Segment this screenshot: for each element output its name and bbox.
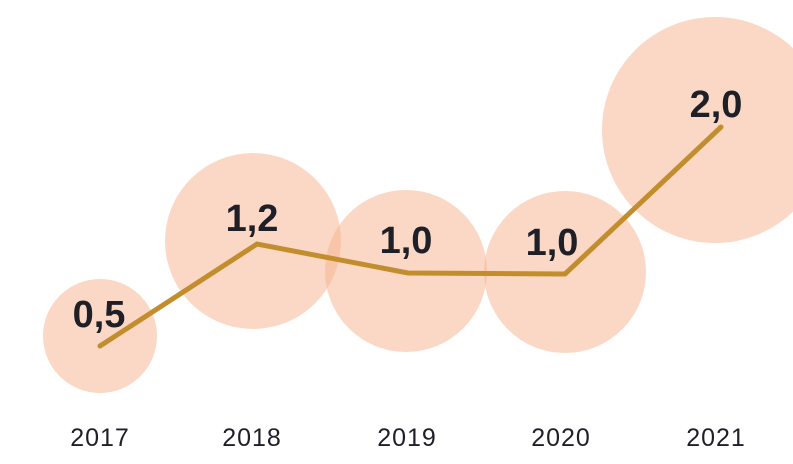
bubble-2017 (43, 279, 157, 393)
x-axis-label-2020: 2020 (531, 424, 591, 448)
bubble-2021 (602, 17, 793, 243)
x-axis-label-2021: 2021 (686, 424, 746, 448)
value-label-2021: 2,0 (690, 84, 743, 126)
trend-line (97, 124, 724, 349)
x-axis-label-2018: 2018 (222, 424, 282, 448)
value-label-2017: 0,5 (73, 294, 126, 336)
value-label-2019: 1,0 (380, 220, 433, 262)
x-axis-label-2019: 2019 (377, 424, 437, 448)
bubble-line-chart-svg: 0,5 1,2 1,0 1,0 2,0 2017 2018 2019 2020 2021 (43, 17, 793, 448)
x-axis-label-2017: 2017 (70, 424, 130, 448)
value-label-2020: 1,0 (526, 222, 579, 264)
value-label-2018: 1,2 (226, 198, 279, 240)
bubble-line-chart: 0,5 1,2 1,0 1,0 2,0 2017 2018 2019 2020 2021 (40, 16, 793, 448)
bubble-2018 (165, 153, 341, 329)
